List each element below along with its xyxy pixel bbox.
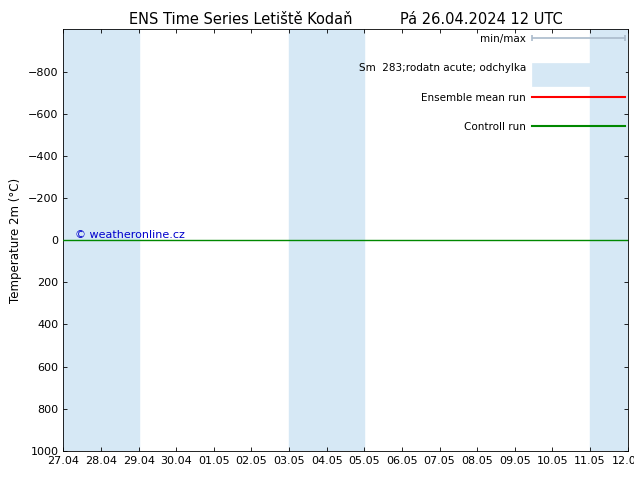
Text: © weatheronline.cz: © weatheronline.cz [75, 230, 184, 240]
Text: min/max: min/max [480, 34, 526, 44]
Text: Pá 26.04.2024 12 UTC: Pá 26.04.2024 12 UTC [401, 12, 563, 27]
Text: ENS Time Series Letiště Kodaň: ENS Time Series Letiště Kodaň [129, 12, 353, 27]
Point [91, 237, 98, 243]
Y-axis label: Temperature 2m (°C): Temperature 2m (°C) [10, 177, 22, 303]
Bar [63, 29, 101, 451]
Bar [101, 29, 139, 451]
Point [97, 237, 105, 243]
Bar [289, 29, 327, 451]
Text: Sm  283;rodatn acute; odchylka: Sm 283;rodatn acute; odchylka [359, 63, 526, 73]
Text: Controll run: Controll run [464, 122, 526, 132]
Bar [327, 29, 365, 451]
Point [97, 237, 105, 243]
FancyBboxPatch shape [532, 63, 625, 86]
Point [91, 237, 98, 243]
Text: Ensemble mean run: Ensemble mean run [422, 93, 526, 102]
Point [91, 237, 98, 243]
Line: 2 pts: 2 pts [528, 34, 628, 41]
Bar [590, 29, 628, 451]
Point [97, 237, 105, 243]
